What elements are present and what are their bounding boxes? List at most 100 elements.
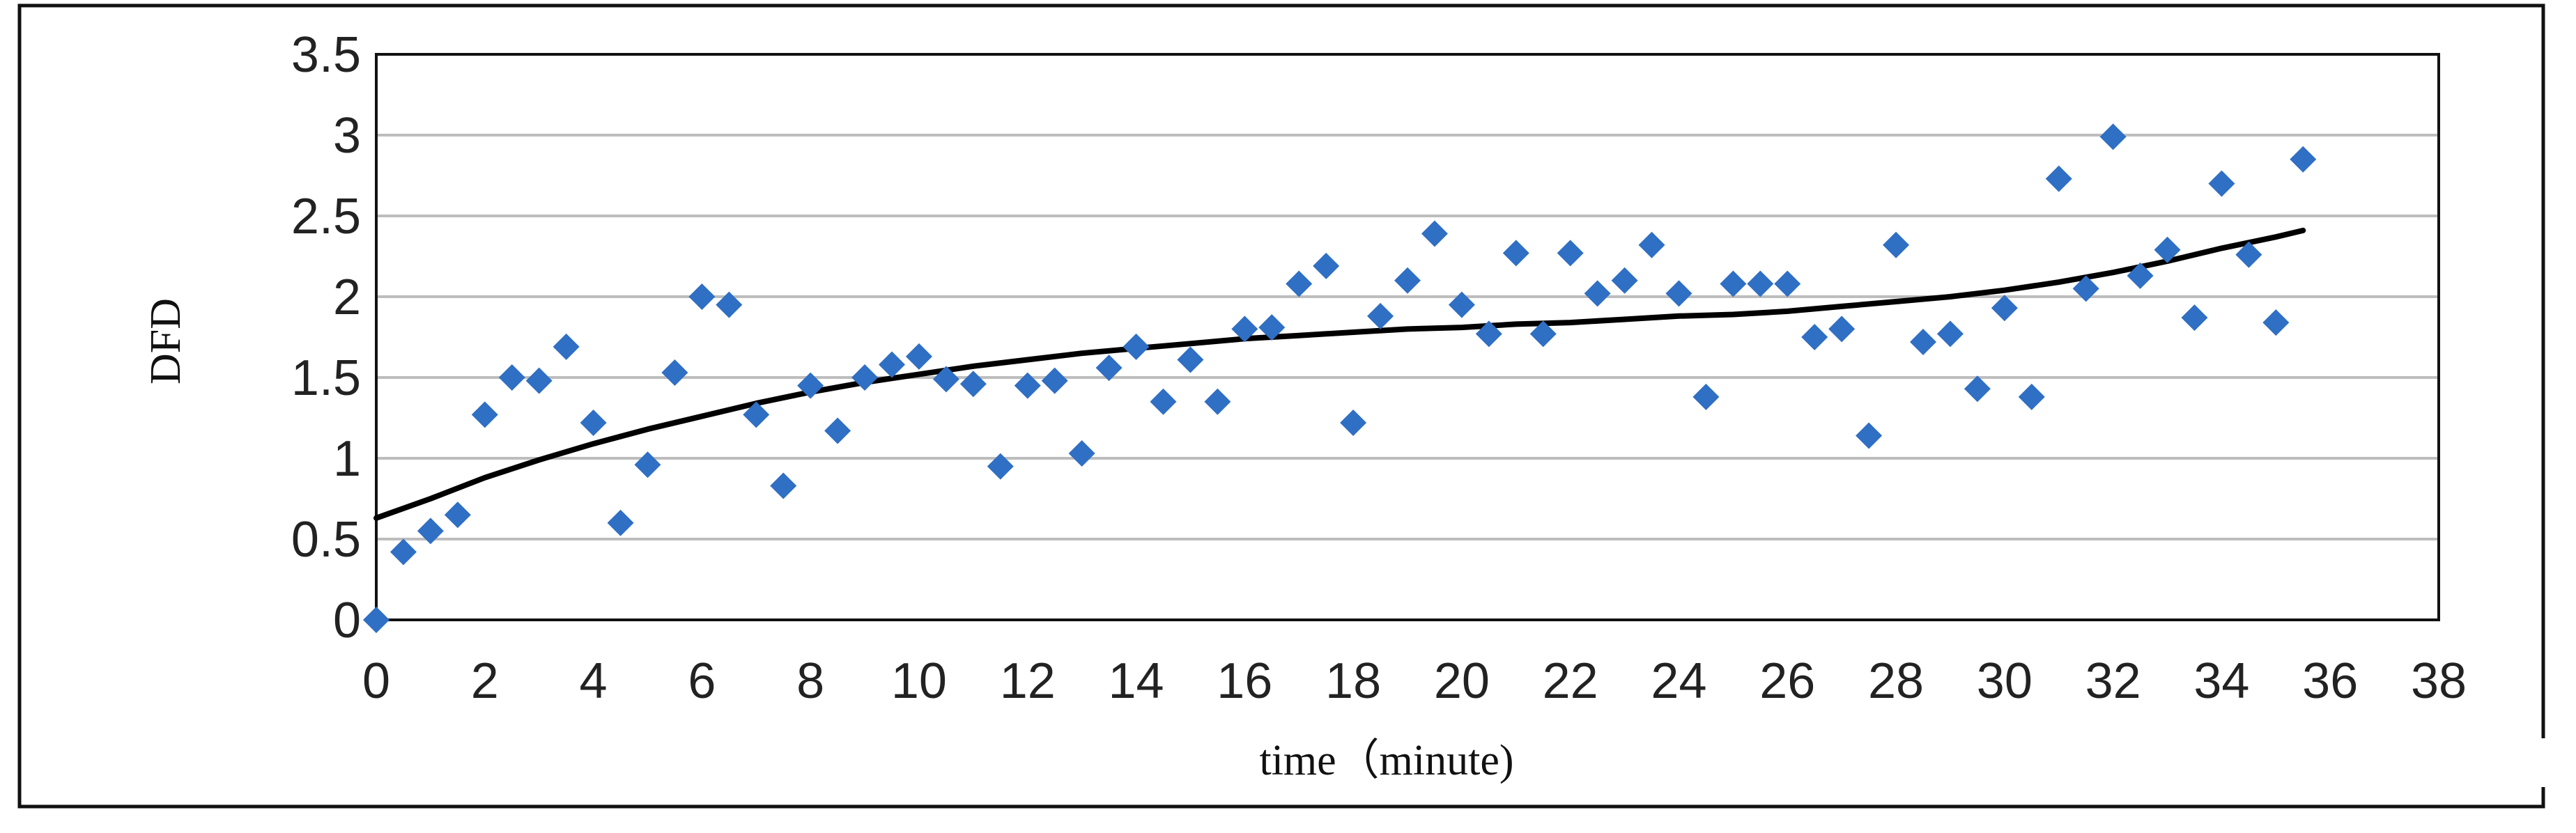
data-point (553, 333, 580, 360)
x-tick-label: 14 (1108, 653, 1164, 709)
data-point (1394, 267, 1421, 294)
data-point (498, 364, 525, 391)
data-point (959, 371, 987, 398)
data-point (1475, 320, 1502, 348)
data-point (417, 517, 444, 545)
data-point (634, 451, 661, 478)
data-point (580, 409, 607, 436)
data-point (879, 351, 905, 378)
data-point (1720, 270, 1747, 297)
data-point (444, 501, 471, 529)
data-point (797, 372, 824, 399)
data-point (987, 453, 1014, 480)
y-tick-label: 3 (333, 108, 361, 164)
data-point (1421, 220, 1448, 247)
x-tick-label: 22 (1543, 653, 1598, 709)
data-point (1557, 240, 1584, 267)
data-point (1231, 316, 1258, 343)
data-point (607, 509, 634, 536)
x-tick-label: 0 (362, 653, 390, 709)
data-points (363, 123, 2317, 633)
data-point (2154, 236, 2181, 263)
data-point (2018, 383, 2045, 410)
x-axis-title: time（minute) (1259, 737, 1513, 784)
data-point (2262, 309, 2290, 336)
outer-frame (17, 3, 2545, 809)
y-tick-label: 1 (333, 431, 361, 487)
data-point (1204, 388, 1231, 415)
data-point (1041, 367, 1068, 394)
data-point (1150, 388, 1177, 415)
data-point (1692, 383, 1720, 410)
x-tick-label: 18 (1325, 653, 1381, 709)
data-point (2235, 241, 2262, 268)
data-point (2045, 165, 2072, 192)
y-axis-tick-labels: 0 0.5 1 1.5 2 2.5 3 3.5 (291, 27, 361, 648)
x-tick-label: 16 (1217, 653, 1272, 709)
data-point (716, 291, 743, 318)
data-point (851, 364, 879, 391)
data-point (743, 401, 770, 428)
data-point (2127, 262, 2154, 289)
data-point (2290, 146, 2317, 173)
data-point (1502, 240, 1529, 267)
data-point (1991, 295, 2018, 322)
x-tick-label: 32 (2085, 653, 2141, 709)
x-tick-label: 38 (2411, 653, 2467, 709)
y-axis-title: DFD (142, 298, 190, 384)
data-point (1964, 375, 1991, 403)
trend-line (373, 227, 2306, 521)
data-point (1529, 320, 1557, 348)
data-point (1747, 270, 1774, 297)
data-point (525, 367, 553, 394)
data-point (1584, 280, 1611, 307)
data-point (1340, 409, 1367, 436)
x-tick-label: 2 (471, 653, 499, 709)
x-tick-label: 24 (1651, 653, 1706, 709)
y-tick-label: 1.5 (291, 350, 361, 406)
data-point (1014, 372, 1041, 399)
data-point (1774, 270, 1801, 297)
data-point (1258, 314, 1286, 341)
grid-lines (376, 134, 2439, 540)
data-point (688, 283, 716, 310)
data-point (1665, 280, 1692, 307)
x-tick-label: 4 (580, 653, 608, 709)
y-tick-label: 2 (333, 270, 361, 325)
y-tick-label: 0.5 (291, 512, 361, 568)
data-point (2099, 123, 2127, 150)
plot-area-border (375, 53, 2440, 621)
data-point (932, 366, 959, 393)
y-tick-label: 2.5 (291, 189, 361, 244)
x-tick-label: 12 (1000, 653, 1056, 709)
data-point (905, 343, 932, 370)
data-point (1828, 316, 1856, 343)
data-point (1936, 320, 1964, 348)
data-point (2072, 275, 2099, 302)
y-tick-label: 0 (333, 593, 361, 648)
data-point (1123, 333, 1150, 360)
data-point (1856, 422, 1883, 449)
x-axis-tick-labels: 0 2 4 6 8 10 12 14 16 18 20 22 24 26 28 30 32 34 36 38 (362, 653, 2467, 709)
data-point (1448, 291, 1475, 318)
data-point (1367, 302, 1394, 329)
data-point (1910, 328, 1936, 355)
x-tick-label: 10 (891, 653, 947, 709)
x-tick-label: 28 (1868, 653, 1924, 709)
x-tick-label: 8 (796, 653, 824, 709)
data-point (1095, 355, 1123, 382)
y-tick-label: 3.5 (291, 27, 361, 83)
x-tick-label: 34 (2193, 653, 2249, 709)
data-point (471, 401, 498, 428)
data-point (1638, 231, 1665, 258)
x-tick-label: 26 (1759, 653, 1815, 709)
data-point (661, 359, 688, 387)
data-point (2181, 304, 2208, 332)
x-tick-label: 36 (2302, 653, 2358, 709)
x-tick-label: 6 (688, 653, 716, 709)
data-point (390, 538, 417, 566)
data-point (1177, 346, 1204, 373)
data-point (1313, 252, 1340, 279)
data-point (824, 417, 851, 444)
